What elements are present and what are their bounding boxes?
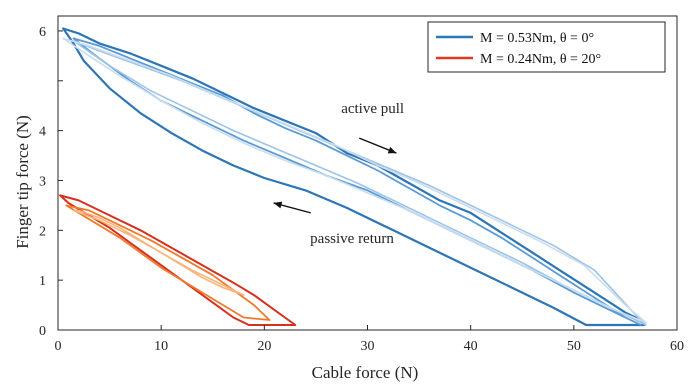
x-tick-label: 20: [257, 339, 271, 354]
series-line-7: [72, 209, 245, 296]
y-tick-label: 1: [39, 274, 46, 289]
ticks-layer: 0 10 20 30 40 50 60 0 1 2 3 4 6: [39, 25, 684, 354]
y-tick-label: 0: [39, 324, 46, 339]
plot-area: 0 10 20 30 40 50 60 0 1 2 3 4 6 active pull passive r…: [39, 15, 684, 354]
x-tick-label: 40: [464, 339, 478, 354]
y-tick-label: 2: [39, 224, 46, 239]
series-line-4: [62, 37, 647, 324]
series-layer: [59, 27, 647, 327]
annotation-text-2: passive return: [310, 231, 394, 247]
annotation-text-1: active pull: [341, 101, 404, 117]
x-axis-label: Cable force (N): [312, 363, 419, 382]
annotation-arrowhead-1: [387, 146, 397, 154]
x-tick-label: 10: [154, 339, 168, 354]
y-tick-label: 3: [39, 174, 46, 189]
legend: M = 0.53Nm, θ = 0° M = 0.24Nm, θ = 20°: [427, 21, 666, 73]
series-line-5: [59, 194, 297, 326]
x-tick-label: 50: [567, 339, 581, 354]
series-line-3: [72, 40, 647, 326]
series-line-1: [62, 27, 646, 327]
y-tick-label: 6: [39, 25, 46, 40]
x-tick-label: 30: [361, 339, 375, 354]
annotation-arrowhead-2: [273, 201, 283, 209]
series-line-6: [65, 204, 271, 321]
x-tick-label: 60: [670, 339, 684, 354]
legend-label-1: M = 0.53Nm, θ = 0°: [480, 31, 594, 46]
y-tick-label: 4: [39, 125, 46, 140]
x-tick-label: 0: [55, 339, 62, 354]
legend-label-2: M = 0.24Nm, θ = 20°: [480, 52, 601, 67]
y-axis-label: Finger tip force (N): [13, 115, 32, 249]
annotation-layer: active pull passive return: [273, 101, 404, 247]
legend-box: [427, 21, 666, 73]
